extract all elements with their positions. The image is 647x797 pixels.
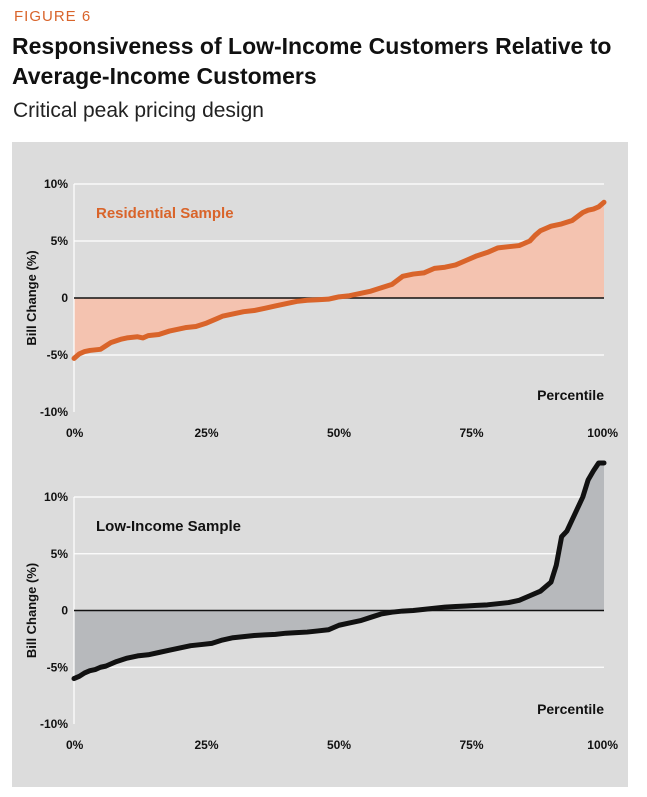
residential-xtick: 50% [327,426,351,440]
lowincome-xtick: 75% [459,738,483,752]
figure-label: FIGURE 6 [14,8,92,25]
lowincome-series-label: Low-Income Sample [96,518,241,535]
residential-xtick: 25% [194,426,218,440]
lowincome-ytick: 0 [61,604,68,618]
chart-panel: 10% 5% 0 -5% -10% 0% 25% 50% 75% 100% Bi… [12,142,628,787]
residential-ytick: 0 [61,291,68,305]
lowincome-y-axis-title: Bill Change (%) [24,563,39,658]
lowincome-chart: 10% 5% 0 -5% -10% 0% 25% 50% 75% 100% Bi… [24,460,618,752]
figure-subtitle: Critical peak pricing design [13,99,264,122]
residential-series-line [71,199,607,361]
residential-ytick: 10% [44,177,68,191]
charts-svg: 10% 5% 0 -5% -10% 0% 25% 50% 75% 100% Bi… [24,177,618,752]
lowincome-xtick: 50% [327,738,351,752]
lowincome-xtick: 0% [66,738,84,752]
residential-x-axis-title: Percentile [537,387,604,403]
lowincome-ytick: 5% [51,547,69,561]
residential-area-fill [74,202,604,359]
residential-gridlines [74,183,604,356]
lowincome-area-fill [74,462,604,679]
lowincome-ytick: -5% [47,660,69,674]
lowincome-gridlines [74,496,604,668]
residential-xtick: 0% [66,426,84,440]
lowincome-ytick: 10% [44,490,68,504]
residential-xtick: 75% [459,426,483,440]
residential-xtick: 100% [587,426,618,440]
residential-chart: 10% 5% 0 -5% -10% 0% 25% 50% 75% 100% Bi… [24,177,618,440]
lowincome-ytick: -10% [40,717,68,731]
residential-ytick: 5% [51,234,69,248]
lowincome-series-line [71,460,607,682]
residential-ytick: -10% [40,405,68,419]
figure-title: Responsiveness of Low-Income Customers R… [12,33,612,89]
lowincome-xtick: 25% [194,738,218,752]
lowincome-xtick: 100% [587,738,618,752]
lowincome-x-axis-title: Percentile [537,701,604,717]
residential-y-axis-title: Bill Change (%) [24,250,39,345]
residential-ytick: -5% [47,348,69,362]
residential-series-label: Residential Sample [96,205,234,222]
